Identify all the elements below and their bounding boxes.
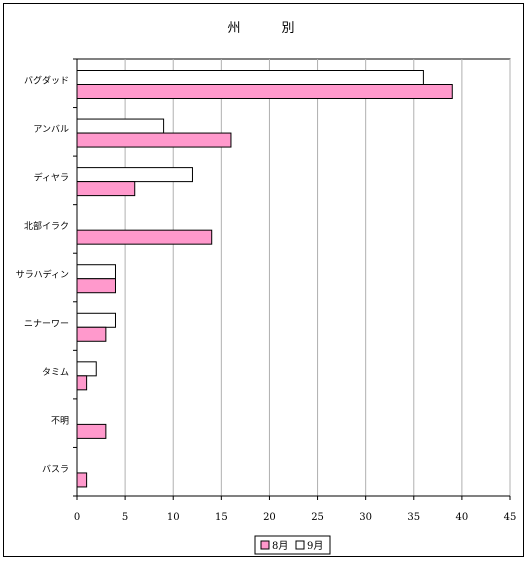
bar-8月-不明 xyxy=(76,423,107,439)
bar-9月-ニナーワー xyxy=(76,312,116,328)
bar-8月-北部イラク xyxy=(76,229,213,245)
x-tick-label-20: 20 xyxy=(263,512,276,523)
x-tick-label-5: 5 xyxy=(122,512,128,523)
bars xyxy=(76,70,453,488)
bar-9月-ディヤラ xyxy=(76,167,193,183)
category-label-アンバル: アンバル xyxy=(33,124,69,135)
legend-label-9月: 9月 xyxy=(307,540,323,552)
legend: 8月 9月 xyxy=(254,535,331,555)
category-label-北部イラク: 北部イラク xyxy=(24,220,69,232)
category-label-サラハディン: サラハディン xyxy=(16,269,69,281)
bar-9月-バグダッド xyxy=(76,70,424,85)
bar-9月-アンバル xyxy=(76,118,165,134)
category-label-ディヤラ: ディヤラ xyxy=(34,172,69,184)
bar-8月-サラハディン xyxy=(76,278,116,294)
category-label-タミム: タミム xyxy=(42,367,69,378)
legend-label-8月: 8月 xyxy=(272,540,288,552)
x-tick-label-40: 40 xyxy=(456,512,469,523)
legend-box xyxy=(254,535,331,555)
legend-swatch-9月 xyxy=(295,540,305,550)
category-label-バスラ: バスラ xyxy=(42,464,69,475)
x-tick-label-35: 35 xyxy=(407,512,420,523)
bar-8月-アンバル xyxy=(76,132,232,148)
x-tick-label-15: 15 xyxy=(215,512,228,523)
chart-title: 州 別 xyxy=(227,21,308,36)
bar-8月-タミム xyxy=(76,375,88,391)
category-label-不明: 不明 xyxy=(51,415,69,426)
x-tick-label-25: 25 xyxy=(311,512,324,523)
x-tick-label-0: 0 xyxy=(74,512,80,523)
bar-8月-ディヤラ xyxy=(76,181,136,197)
legend-swatch-8月 xyxy=(260,540,270,550)
bar-8月-ニナーワー xyxy=(76,326,107,342)
category-label-バグダッド: バグダッド xyxy=(24,75,69,87)
bar-9月-サラハディン xyxy=(76,264,116,280)
bar-8月-バグダッド xyxy=(76,84,453,99)
x-tick-label-30: 30 xyxy=(359,512,372,523)
x-tick-label-10: 10 xyxy=(167,512,180,523)
category-label-ニナーワー: ニナーワー xyxy=(24,318,69,329)
grid-lines xyxy=(124,59,511,496)
bar-9月-タミム xyxy=(76,361,97,377)
bar-8月-バスラ xyxy=(76,472,88,488)
x-tick-label-45: 45 xyxy=(504,512,517,523)
